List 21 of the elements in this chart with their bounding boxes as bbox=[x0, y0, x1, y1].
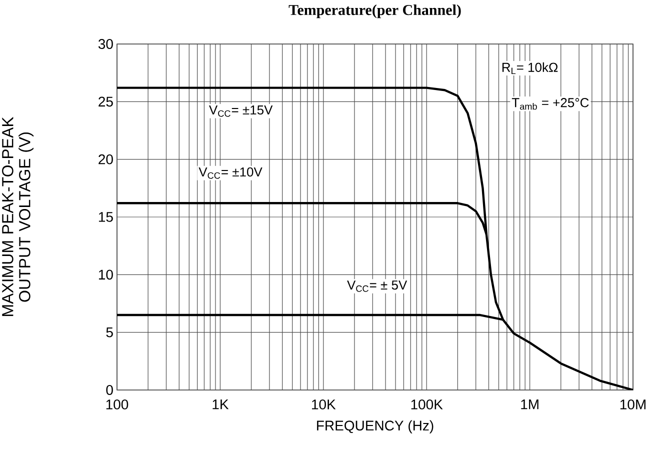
y-tick-label: 5 bbox=[106, 327, 113, 338]
annotation: R$_{L}$= 10kΩ bbox=[502, 62, 558, 74]
annotation: T$_{amb}$ = +25°C bbox=[512, 98, 589, 110]
x-tick-label: 100 bbox=[106, 400, 128, 410]
y-tick-label: 10 bbox=[98, 270, 113, 280]
x-tick-label: 10M bbox=[620, 400, 646, 410]
x-tick-label: 1M bbox=[521, 400, 538, 410]
annotation: V$_{CC}$= ± 5V bbox=[347, 280, 408, 292]
y-axis-title: MAXIMUM PEAK-TO-PEAK OUTPUT VOLTAGE (V) bbox=[2, 116, 34, 316]
annotation: V$_{CC}$= ±10V bbox=[198, 167, 262, 179]
y-tick-label: 25 bbox=[98, 96, 113, 107]
y-tick-label: 30 bbox=[98, 39, 113, 49]
x-axis-title: FREQUENCY (Hz) bbox=[317, 420, 434, 434]
x-tick-label: 1K bbox=[212, 400, 229, 410]
x-tick-label: 10K bbox=[312, 400, 336, 410]
y-tick-label: 20 bbox=[98, 154, 113, 164]
chart-title: Temperature(per Channel) bbox=[288, 4, 461, 18]
annotation: V$_{CC}$= ±15V bbox=[209, 105, 273, 117]
x-tick-label: 100K bbox=[411, 400, 443, 410]
y-tick-label: 15 bbox=[98, 212, 113, 222]
y-tick-label: 0 bbox=[106, 385, 113, 395]
